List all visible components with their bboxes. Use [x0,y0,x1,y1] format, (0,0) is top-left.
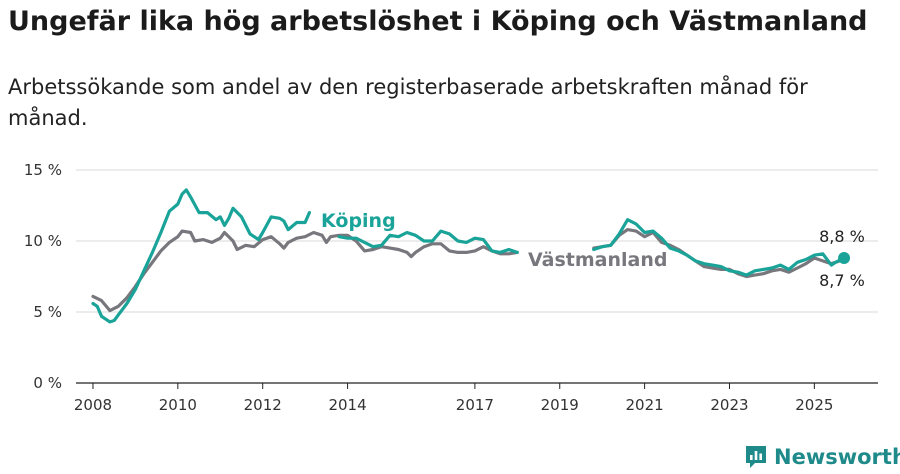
x-tick-label: 2025 [795,396,833,414]
y-axis: 0 % 5 % 10 % 15 % [24,161,62,392]
newsworthy-logo-text: Newsworthy [774,445,900,469]
series-line-vastmanland [592,228,846,279]
y-tick-label: 10 % [24,232,62,250]
x-tick-label: 2010 [159,396,197,414]
y-tick-label: 0 % [33,374,62,392]
series-line-koping [592,218,846,277]
chart-subtitle: Arbetssökande som andel av den registerb… [8,75,808,130]
x-tick-label: 2008 [74,396,112,414]
series-label-vastmanland: Västmanland [528,249,668,271]
x-tick-label: 2012 [244,396,282,414]
series-line-koping [337,229,519,254]
y-tick-label: 15 % [24,161,62,179]
x-tick-label: 2014 [328,396,366,414]
series-lines [91,188,851,324]
series-labels: Köping Västmanland 8,8 % 8,7 % [321,210,865,290]
series-line-vastmanland [91,229,519,313]
series-line-koping [91,188,311,324]
x-tick-label: 2019 [541,396,579,414]
newsworthy-logo: Newsworthy [744,444,900,470]
x-tick-label: 2017 [456,396,494,414]
newsworthy-logo-icon [746,446,766,468]
chart-title: Ungefär lika hög arbetslöshet i Köping o… [8,6,868,37]
y-tick-label: 5 % [33,303,62,321]
x-tick-label: 2021 [626,396,664,414]
end-point-marker [838,252,851,265]
grid-lines [76,169,878,384]
x-axis: 2008 2010 2012 2014 2017 2019 2021 2023 2025 [74,383,833,414]
x-tick-label: 2023 [710,396,748,414]
end-value-vastmanland: 8,7 % [819,271,865,290]
end-value-koping: 8,8 % [819,227,865,246]
series-label-koping: Köping [321,210,396,232]
